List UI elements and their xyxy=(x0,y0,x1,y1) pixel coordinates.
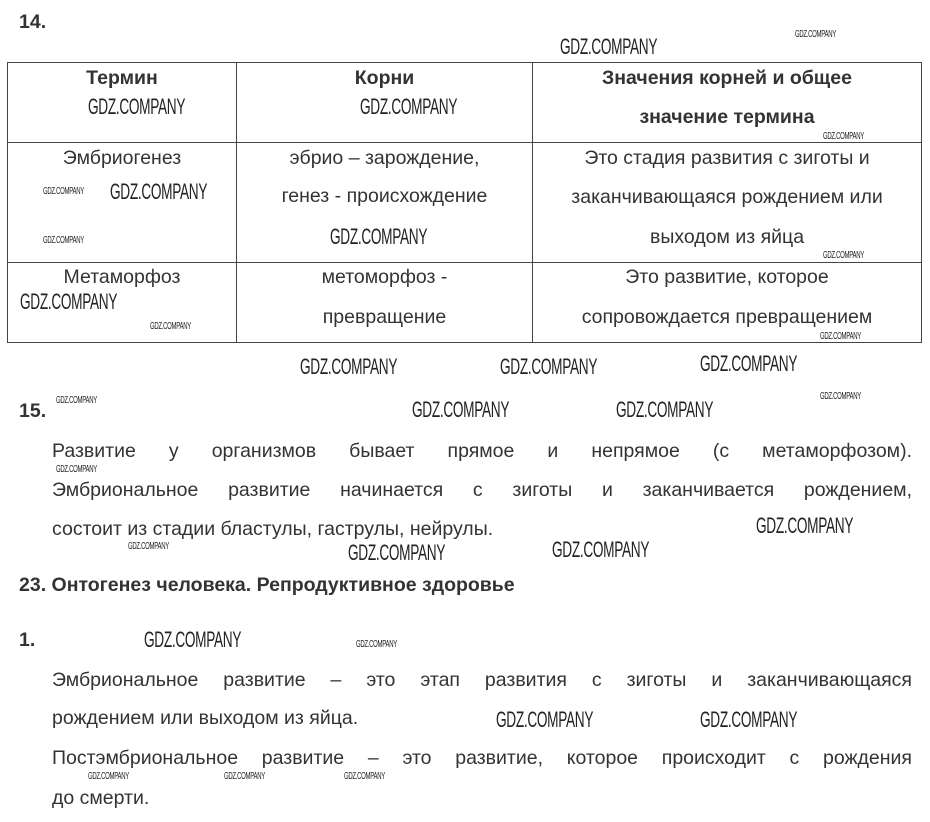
watermark: GDZ.COMPANY xyxy=(356,639,397,650)
meaning-cell: сопровождается превращением xyxy=(581,306,873,328)
watermark: GDZ.COMPANY xyxy=(616,397,714,422)
roots-cell: превращение xyxy=(322,306,447,328)
paragraph-line: Эмбриональное развитие начинается с зиго… xyxy=(52,479,912,501)
watermark: GDZ.COMPANY xyxy=(20,289,118,314)
watermark: GDZ.COMPANY xyxy=(823,250,864,261)
term-cell: Метаморфоз xyxy=(63,266,181,288)
watermark: GDZ.COMPANY xyxy=(300,354,398,379)
watermark: GDZ.COMPANY xyxy=(330,224,428,249)
paragraph-line: рождением или выходом из яйца. xyxy=(52,707,359,729)
term-cell: Эмбриогенез xyxy=(62,147,182,169)
watermark: GDZ.COMPANY xyxy=(43,186,84,197)
watermark: GDZ.COMPANY xyxy=(128,541,169,552)
watermark: GDZ.COMPANY xyxy=(56,395,97,406)
header-term: Термин xyxy=(86,67,158,89)
paragraph-line: Эмбриональное развитие – это этап развит… xyxy=(52,669,912,691)
watermark: GDZ.COMPANY xyxy=(348,540,446,565)
paragraph-line: Развитие у организмов бывает прямое и не… xyxy=(52,440,912,462)
watermark: GDZ.COMPANY xyxy=(144,627,242,652)
paragraph-line: состоит из стадии бластулы, гаструлы, не… xyxy=(52,518,494,540)
watermark: GDZ.COMPANY xyxy=(43,235,84,246)
watermark: GDZ.COMPANY xyxy=(496,707,594,732)
task-number: 1. xyxy=(19,629,36,651)
watermark: GDZ.COMPANY xyxy=(500,354,598,379)
watermark: GDZ.COMPANY xyxy=(756,513,854,538)
roots-cell: метоморфоз - xyxy=(321,266,448,288)
meaning-cell: Это развитие, которое xyxy=(625,266,829,288)
meaning-cell: Это стадия развития с зиготы и xyxy=(584,147,870,169)
watermark: GDZ.COMPANY xyxy=(560,34,658,59)
meaning-cell: выходом из яйца xyxy=(649,226,805,248)
watermark: GDZ.COMPANY xyxy=(820,391,861,402)
header-roots: Корни xyxy=(354,67,415,89)
watermark: GDZ.COMPANY xyxy=(88,771,129,782)
watermark: GDZ.COMPANY xyxy=(88,94,186,119)
watermark: GDZ.COMPANY xyxy=(552,537,650,562)
paragraph-line: до смерти. xyxy=(52,787,150,809)
paragraph-line: Постэмбриональное развитие – это развити… xyxy=(52,747,912,769)
watermark: GDZ.COMPANY xyxy=(110,179,208,204)
watermark: GDZ.COMPANY xyxy=(56,464,97,475)
watermark: GDZ.COMPANY xyxy=(344,771,385,782)
roots-cell: генез - происхождение xyxy=(281,185,488,207)
watermark: GDZ.COMPANY xyxy=(360,94,458,119)
table-cell xyxy=(532,262,922,343)
section-title: 23. Онтогенез человека. Репродуктивное з… xyxy=(19,574,515,596)
watermark: GDZ.COMPANY xyxy=(700,707,798,732)
header-meaning: значение термина xyxy=(639,106,815,128)
watermark: GDZ.COMPANY xyxy=(795,29,836,40)
watermark: GDZ.COMPANY xyxy=(224,771,265,782)
watermark: GDZ.COMPANY xyxy=(823,131,864,142)
task-number: 14. xyxy=(19,11,47,33)
watermark: GDZ.COMPANY xyxy=(820,331,861,342)
meaning-cell: заканчивающаяся рождением или xyxy=(571,186,883,208)
task-number: 15. xyxy=(19,400,47,422)
watermark: GDZ.COMPANY xyxy=(150,321,191,332)
roots-cell: эбрио – зарождение, xyxy=(289,147,480,169)
watermark: GDZ.COMPANY xyxy=(412,397,510,422)
header-meaning: Значения корней и общее xyxy=(602,67,852,89)
watermark: GDZ.COMPANY xyxy=(700,351,798,376)
